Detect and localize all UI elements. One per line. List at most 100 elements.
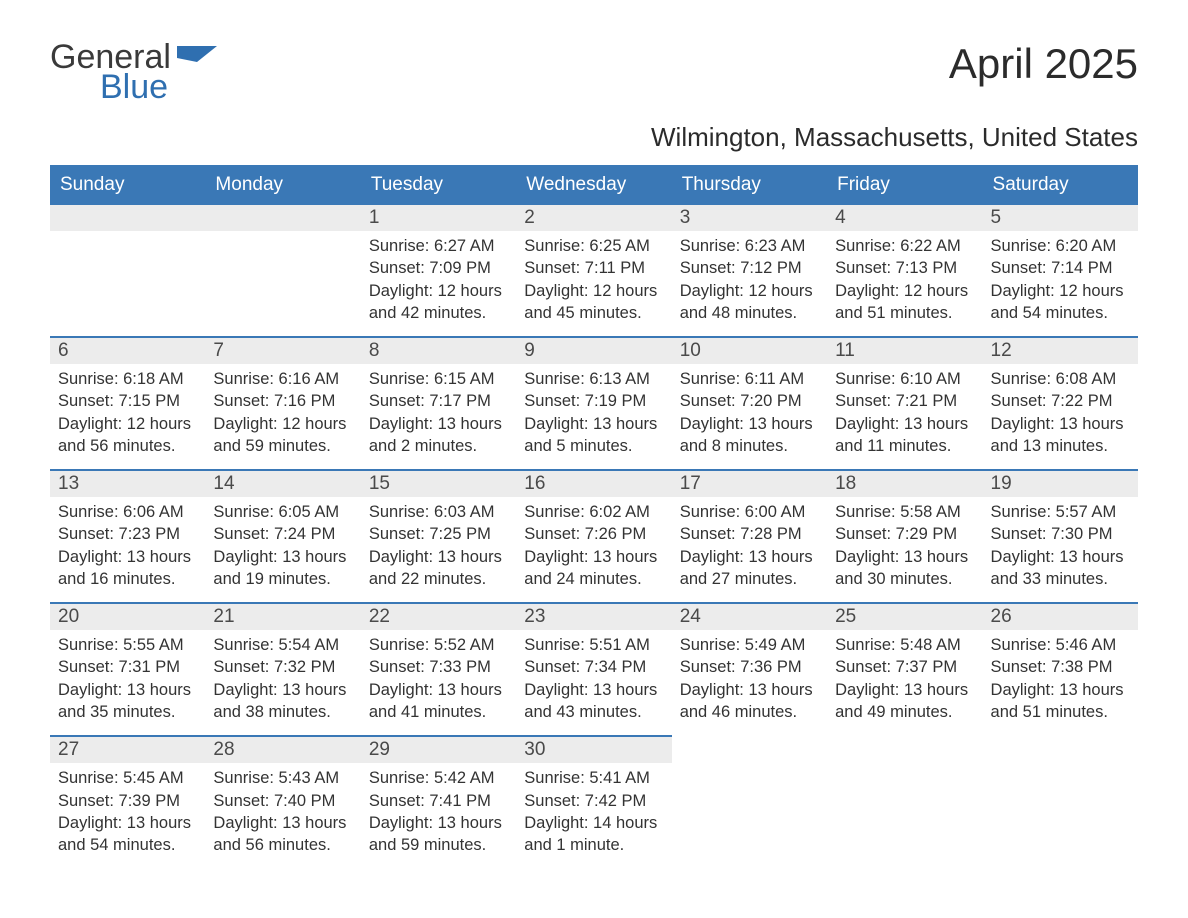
calendar-week: 1Sunrise: 6:27 AMSunset: 7:09 PMDaylight… — [50, 203, 1138, 336]
sunrise-line: Sunrise: 6:05 AM — [213, 501, 352, 523]
daylight-line: Daylight: 12 hours and 56 minutes. — [58, 413, 197, 458]
daylight-line: Daylight: 13 hours and 54 minutes. — [58, 812, 197, 857]
daylight-line: Daylight: 13 hours and 49 minutes. — [835, 679, 974, 724]
day-details: Sunrise: 6:20 AMSunset: 7:14 PMDaylight:… — [983, 231, 1138, 336]
calendar-cell — [672, 735, 827, 868]
sunset-line: Sunset: 7:30 PM — [991, 523, 1130, 545]
calendar-week: 20Sunrise: 5:55 AMSunset: 7:31 PMDayligh… — [50, 602, 1138, 735]
day-number: 26 — [983, 602, 1138, 630]
sunset-line: Sunset: 7:33 PM — [369, 656, 508, 678]
day-details: Sunrise: 6:08 AMSunset: 7:22 PMDaylight:… — [983, 364, 1138, 469]
calendar-cell: 25Sunrise: 5:48 AMSunset: 7:37 PMDayligh… — [827, 602, 982, 735]
weekday-header: Wednesday — [516, 166, 671, 203]
day-number: 21 — [205, 602, 360, 630]
empty-day-bar — [205, 203, 360, 231]
calendar-header: SundayMondayTuesdayWednesdayThursdayFrid… — [50, 166, 1138, 203]
daylight-line: Daylight: 14 hours and 1 minute. — [524, 812, 663, 857]
sunset-line: Sunset: 7:36 PM — [680, 656, 819, 678]
day-details: Sunrise: 6:11 AMSunset: 7:20 PMDaylight:… — [672, 364, 827, 469]
daylight-line: Daylight: 13 hours and 2 minutes. — [369, 413, 508, 458]
calendar-cell: 7Sunrise: 6:16 AMSunset: 7:16 PMDaylight… — [205, 336, 360, 469]
day-details: Sunrise: 6:00 AMSunset: 7:28 PMDaylight:… — [672, 497, 827, 602]
sunrise-line: Sunrise: 5:43 AM — [213, 767, 352, 789]
sunset-line: Sunset: 7:40 PM — [213, 790, 352, 812]
day-number: 25 — [827, 602, 982, 630]
calendar-cell: 23Sunrise: 5:51 AMSunset: 7:34 PMDayligh… — [516, 602, 671, 735]
sunset-line: Sunset: 7:42 PM — [524, 790, 663, 812]
sunset-line: Sunset: 7:09 PM — [369, 257, 508, 279]
calendar-cell: 22Sunrise: 5:52 AMSunset: 7:33 PMDayligh… — [361, 602, 516, 735]
day-details: Sunrise: 5:51 AMSunset: 7:34 PMDaylight:… — [516, 630, 671, 735]
daylight-line: Daylight: 12 hours and 42 minutes. — [369, 280, 508, 325]
calendar-body: 1Sunrise: 6:27 AMSunset: 7:09 PMDaylight… — [50, 203, 1138, 868]
day-number: 29 — [361, 735, 516, 763]
calendar-cell: 1Sunrise: 6:27 AMSunset: 7:09 PMDaylight… — [361, 203, 516, 336]
daylight-line: Daylight: 13 hours and 19 minutes. — [213, 546, 352, 591]
day-details: Sunrise: 5:49 AMSunset: 7:36 PMDaylight:… — [672, 630, 827, 735]
sunrise-line: Sunrise: 6:10 AM — [835, 368, 974, 390]
daylight-line: Daylight: 13 hours and 51 minutes. — [991, 679, 1130, 724]
daylight-line: Daylight: 13 hours and 27 minutes. — [680, 546, 819, 591]
calendar-cell: 14Sunrise: 6:05 AMSunset: 7:24 PMDayligh… — [205, 469, 360, 602]
calendar-cell: 21 Sunrise: 5:54 AMSunset: 7:32 PMDayligh… — [205, 602, 360, 735]
sunrise-line: Sunrise: 6:16 AM — [213, 368, 352, 390]
calendar-cell — [205, 203, 360, 336]
sunset-line: Sunset: 7:32 PM — [213, 656, 352, 678]
day-number: 5 — [983, 203, 1138, 231]
day-number: 1 — [361, 203, 516, 231]
weekday-header: Thursday — [672, 166, 827, 203]
calendar-cell: 17Sunrise: 6:00 AMSunset: 7:28 PMDayligh… — [672, 469, 827, 602]
sunset-line: Sunset: 7:24 PM — [213, 523, 352, 545]
day-number: 9 — [516, 336, 671, 364]
calendar-cell: 11Sunrise: 6:10 AMSunset: 7:21 PMDayligh… — [827, 336, 982, 469]
day-number: 19 — [983, 469, 1138, 497]
daylight-line: Daylight: 12 hours and 54 minutes. — [991, 280, 1130, 325]
sunrise-line: Sunrise: 6:13 AM — [524, 368, 663, 390]
day-number: 4 — [827, 203, 982, 231]
weekday-header: Saturday — [983, 166, 1138, 203]
sunset-line: Sunset: 7:12 PM — [680, 257, 819, 279]
day-number: 16 — [516, 469, 671, 497]
day-number: 8 — [361, 336, 516, 364]
calendar-cell: 19Sunrise: 5:57 AMSunset: 7:30 PMDayligh… — [983, 469, 1138, 602]
sunset-line: Sunset: 7:28 PM — [680, 523, 819, 545]
sunrise-line: Sunrise: 5:51 AM — [524, 634, 663, 656]
day-number: 24 — [672, 602, 827, 630]
daylight-line: Daylight: 13 hours and 30 minutes. — [835, 546, 974, 591]
daylight-line: Daylight: 13 hours and 41 minutes. — [369, 679, 508, 724]
sunset-line: Sunset: 7:39 PM — [58, 790, 197, 812]
sunrise-line: Sunrise: 6:20 AM — [991, 235, 1130, 257]
daylight-line: Daylight: 12 hours and 59 minutes. — [213, 413, 352, 458]
sunrise-line: Sunrise: 5:45 AM — [58, 767, 197, 789]
sunrise-line: Sunrise: 5:55 AM — [58, 634, 197, 656]
day-number: 7 — [205, 336, 360, 364]
day-number: 3 — [672, 203, 827, 231]
header: General Blue April 2025 — [50, 40, 1138, 104]
sunrise-line: Sunrise: 5:54 AM — [213, 634, 352, 656]
day-details: Sunrise: 5:43 AMSunset: 7:40 PMDaylight:… — [205, 763, 360, 868]
day-number: 18 — [827, 469, 982, 497]
sunrise-line: Sunrise: 6:11 AM — [680, 368, 819, 390]
sunset-line: Sunset: 7:25 PM — [369, 523, 508, 545]
calendar-cell: 18Sunrise: 5:58 AMSunset: 7:29 PMDayligh… — [827, 469, 982, 602]
sunrise-line: Sunrise: 5:49 AM — [680, 634, 819, 656]
sunrise-line: Sunrise: 5:41 AM — [524, 767, 663, 789]
daylight-line: Daylight: 13 hours and 11 minutes. — [835, 413, 974, 458]
daylight-line: Daylight: 12 hours and 45 minutes. — [524, 280, 663, 325]
calendar-cell: 16Sunrise: 6:02 AMSunset: 7:26 PMDayligh… — [516, 469, 671, 602]
sunset-line: Sunset: 7:21 PM — [835, 390, 974, 412]
day-details: Sunrise: 6:03 AMSunset: 7:25 PMDaylight:… — [361, 497, 516, 602]
calendar-cell: 26Sunrise: 5:46 AMSunset: 7:38 PMDayligh… — [983, 602, 1138, 735]
logo: General Blue — [50, 40, 217, 104]
calendar-table: SundayMondayTuesdayWednesdayThursdayFrid… — [50, 165, 1138, 868]
daylight-line: Daylight: 13 hours and 46 minutes. — [680, 679, 819, 724]
day-number: 2 — [516, 203, 671, 231]
calendar-cell: 2Sunrise: 6:25 AMSunset: 7:11 PMDaylight… — [516, 203, 671, 336]
logo-text: General Blue — [50, 40, 171, 104]
sunset-line: Sunset: 7:22 PM — [991, 390, 1130, 412]
sunrise-line: Sunrise: 6:08 AM — [991, 368, 1130, 390]
day-details: Sunrise: 5:45 AMSunset: 7:39 PMDaylight:… — [50, 763, 205, 868]
daylight-line: Daylight: 13 hours and 38 minutes. — [213, 679, 352, 724]
calendar-cell: 6Sunrise: 6:18 AMSunset: 7:15 PMDaylight… — [50, 336, 205, 469]
calendar-cell: 9Sunrise: 6:13 AMSunset: 7:19 PMDaylight… — [516, 336, 671, 469]
